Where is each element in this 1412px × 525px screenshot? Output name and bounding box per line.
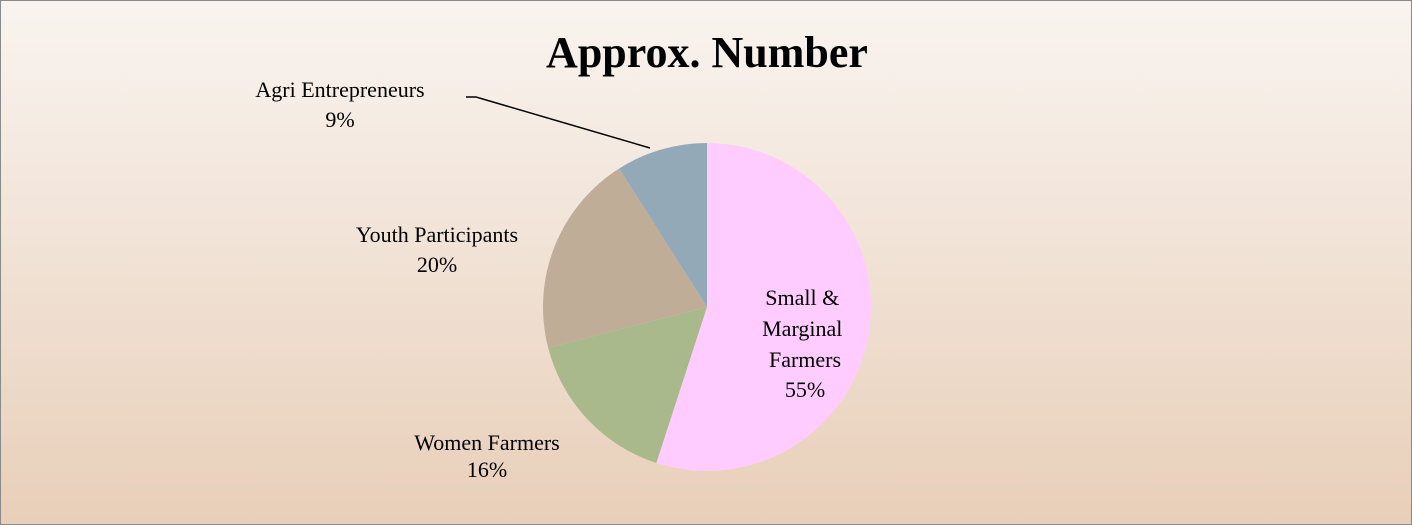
- data-label: 20%: [417, 252, 457, 277]
- data-label: 55%: [785, 377, 825, 402]
- pie-slice: [656, 143, 871, 471]
- pie-slice: [548, 307, 707, 463]
- data-label: 16%: [467, 457, 507, 482]
- category-label: Small & Marginal Farmers: [762, 285, 848, 372]
- data-label: 9%: [325, 107, 354, 132]
- leader-line: [466, 96, 651, 149]
- category-label: Youth Participants: [356, 222, 518, 247]
- chart-title: Approx. Number: [546, 28, 868, 77]
- pie-slice: [543, 168, 707, 348]
- category-label: Agri Entrepreneurs: [255, 77, 424, 102]
- category-label: Women Farmers: [414, 430, 559, 455]
- pie-slice: [619, 143, 707, 307]
